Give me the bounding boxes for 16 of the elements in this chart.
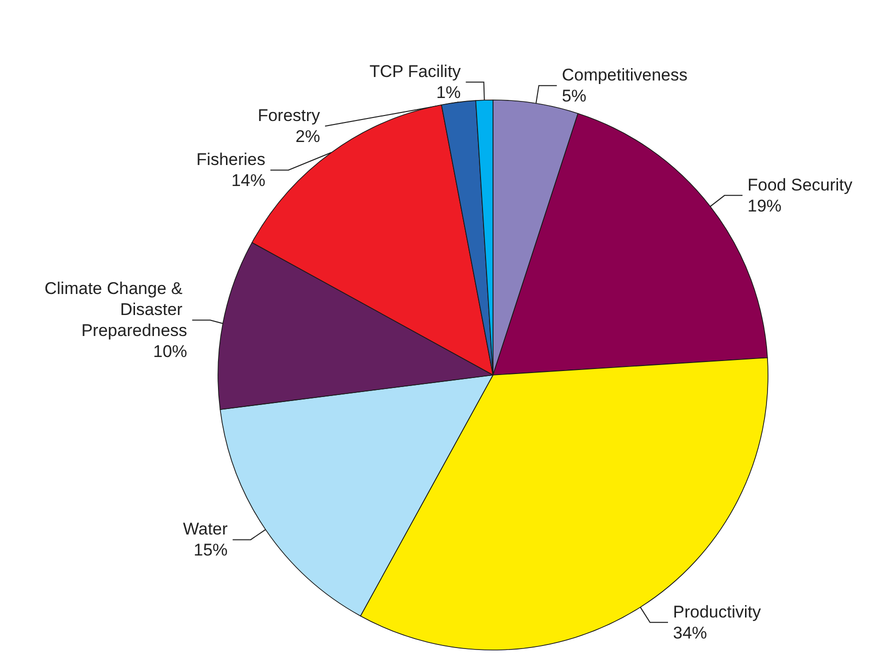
slice-label: Water: [182, 520, 228, 539]
data-label: 10%: [153, 342, 188, 362]
data-label: 2%: [295, 127, 320, 146]
slice-label: TCP Facility: [369, 62, 462, 82]
data-label: 1%: [436, 83, 461, 102]
slice-label: Forestry: [258, 106, 321, 126]
data-label: 19%: [748, 196, 782, 216]
slice-label: Fisheries: [196, 150, 266, 170]
data-label: 14%: [231, 171, 266, 190]
data-label: 15%: [194, 540, 228, 560]
slice-label: Climate Change & Disaster Preparedness: [44, 279, 188, 340]
data-label: 5%: [562, 86, 586, 106]
slice-label: Productivity: [672, 602, 762, 622]
slice-label: Food Security: [748, 175, 853, 194]
data-label: 34%: [672, 623, 708, 642]
slice-label: Competitiveness: [562, 66, 688, 85]
